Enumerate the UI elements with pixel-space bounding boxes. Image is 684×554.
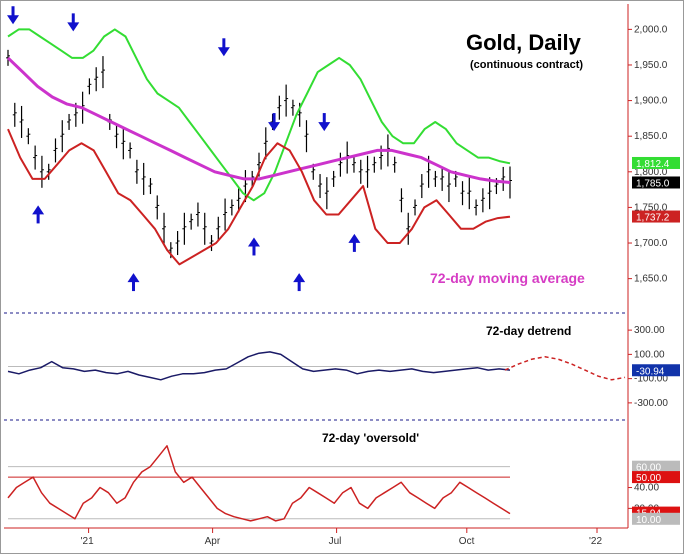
chart-subtitle: (continuous contract) [470, 59, 583, 71]
arrow-head [32, 205, 45, 215]
series-line-projection [504, 356, 626, 381]
chart-title: Gold, Daily [466, 30, 582, 55]
price-panel: 2,000.0 1,950.0 1,900.0 1,850.0 1,800.0 1,750… [6, 6, 680, 292]
last-value-label: 1,785.0 [636, 178, 670, 189]
last-value-tag [632, 210, 680, 223]
last-value-tag [632, 156, 680, 169]
arrow-head [247, 237, 260, 247]
detrend-panel: 300.00 100.00 -100.00 -300.00 -30.94 [7, 325, 680, 409]
arrow-head [7, 15, 20, 25]
arrow-head [348, 233, 361, 243]
up-arrow [32, 205, 45, 224]
y-tick-label: 100.00 [634, 349, 665, 360]
down-arrow [67, 13, 80, 32]
up-arrow [348, 233, 361, 252]
last-value-label: 1,737.2 [636, 213, 670, 224]
series-line-lower-band [7, 128, 511, 266]
y-tick-label: 1,750.0 [634, 202, 668, 213]
last-value-tag [632, 364, 680, 377]
y-tick-label: -100.00 [634, 374, 668, 385]
y-tick-label: 2,000.0 [634, 24, 668, 35]
last-value-tag [632, 512, 680, 525]
x-tick-label: Jul [329, 536, 342, 547]
y-tick-label: 1,800.0 [634, 167, 668, 178]
y-tick-label: 300.00 [634, 325, 665, 336]
up-arrow [127, 273, 140, 292]
series-line-72-day-moving-average [6, 56, 511, 184]
last-value-label: 50.00 [636, 473, 661, 484]
down-arrow [268, 113, 281, 132]
y-tick-label: 1,900.0 [634, 96, 668, 107]
x-axis: '21 Apr Jul Oct '22 [81, 528, 602, 547]
last-value-tag [632, 460, 680, 473]
down-arrow [318, 113, 331, 132]
x-tick-label: Oct [459, 536, 475, 547]
ma-annotation: 72-day moving average [430, 270, 585, 286]
up-arrow [293, 273, 306, 292]
arrow-head [293, 273, 306, 283]
series-line-oversold [7, 445, 511, 522]
x-tick-label: Apr [205, 536, 221, 547]
last-value-label: 60.00 [636, 463, 661, 474]
last-value-label: 1,812.4 [636, 159, 670, 170]
arrow-head [318, 122, 331, 132]
y-tick-label: -300.00 [634, 398, 668, 409]
down-arrow [217, 38, 230, 57]
y-tick-label: 1,850.0 [634, 131, 668, 142]
arrow-head [67, 22, 80, 32]
last-value-label: 10.00 [636, 515, 661, 526]
arrow-head [268, 122, 281, 132]
last-value-tag [632, 176, 680, 189]
oversold-title: 72-day 'oversold' [322, 431, 419, 445]
y-tick-label: 1,950.0 [634, 60, 668, 71]
detrend-title: 72-day detrend [486, 324, 571, 338]
y-tick-label: 1,700.0 [634, 238, 668, 249]
last-value-tag [632, 471, 680, 484]
arrow-head [127, 273, 140, 283]
x-tick-label: '22 [589, 536, 602, 547]
arrow-head [217, 47, 230, 57]
up-arrow [247, 237, 260, 256]
down-arrow [7, 6, 20, 25]
series-line-upper-band [7, 28, 511, 202]
series-line-detrend [7, 351, 511, 381]
y-tick-label: 1,650.0 [634, 274, 668, 285]
x-tick-label: '21 [81, 536, 94, 547]
y-tick-label: 40.00 [634, 483, 659, 494]
last-value-label: -30.94 [636, 366, 665, 377]
